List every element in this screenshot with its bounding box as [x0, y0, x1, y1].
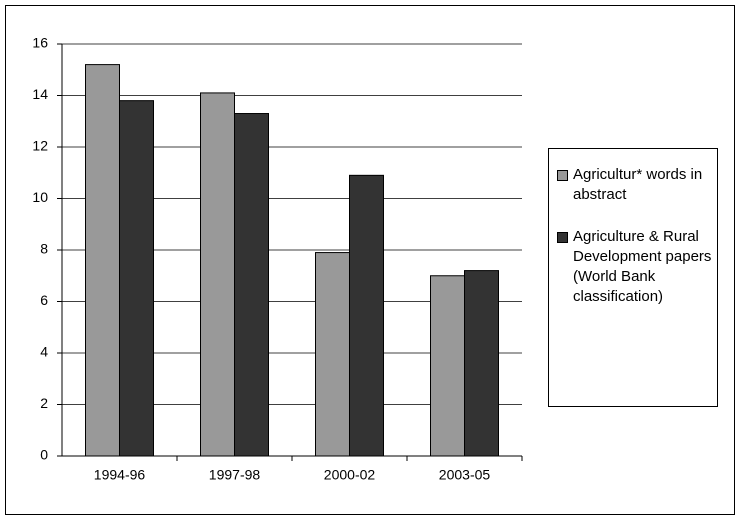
bar — [430, 275, 465, 457]
y-tick-label: 14 — [32, 86, 48, 102]
y-tick-label: 6 — [40, 292, 48, 308]
y-tick-label: 0 — [40, 447, 48, 463]
legend: Agricultur* words in abstract Agriculture… — [548, 148, 718, 407]
legend-swatch — [557, 232, 568, 243]
bar — [234, 113, 269, 457]
bar — [119, 100, 154, 457]
x-tick-label: 1994-96 — [94, 467, 146, 483]
x-tick-label: 2000-02 — [324, 467, 376, 483]
bar — [464, 270, 499, 457]
legend-label: Agricultur* words in abstract — [573, 166, 703, 203]
bar — [200, 92, 235, 457]
chart-border — [5, 5, 735, 515]
y-tick-label: 4 — [40, 344, 48, 360]
y-tick-label: 12 — [32, 138, 48, 154]
legend-swatch — [557, 170, 568, 181]
bar — [315, 252, 350, 457]
x-tick-label: 2003-05 — [439, 467, 491, 483]
y-tick-label: 10 — [32, 189, 48, 205]
bar — [85, 64, 120, 457]
legend-item: Agriculture & Rural Development papers (… — [557, 227, 713, 307]
bar — [349, 174, 384, 457]
y-tick-label: 16 — [32, 35, 48, 51]
x-tick-label: 1997-98 — [209, 467, 261, 483]
legend-label: Agriculture & Rural Development papers (… — [573, 228, 712, 305]
y-tick-label: 2 — [40, 395, 48, 411]
y-tick-label: 8 — [40, 241, 48, 257]
legend-item: Agricultur* words in abstract — [557, 165, 713, 205]
